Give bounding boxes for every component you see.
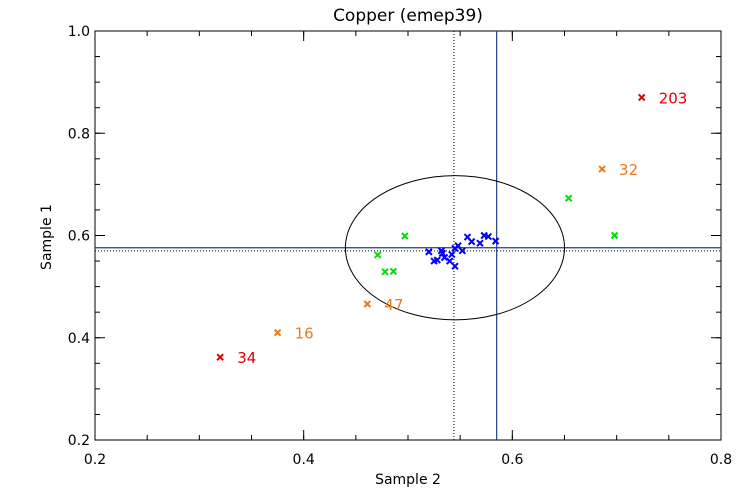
series-red: 34 203 bbox=[216, 89, 688, 367]
point-label: 16 bbox=[295, 325, 314, 343]
data-point bbox=[484, 232, 493, 241]
point-label: 32 bbox=[619, 161, 638, 179]
data-point bbox=[564, 194, 573, 202]
data-point bbox=[610, 231, 619, 240]
series-green bbox=[374, 194, 619, 276]
data-point bbox=[389, 267, 398, 275]
data-point bbox=[440, 253, 449, 262]
y-tick-label: 0.6 bbox=[68, 229, 90, 245]
point-label: 47 bbox=[384, 296, 403, 314]
x-tick-label: 0.4 bbox=[293, 452, 315, 468]
data-point bbox=[467, 237, 476, 246]
data-point bbox=[451, 262, 459, 270]
data-point bbox=[491, 237, 500, 245]
data-point bbox=[381, 268, 389, 276]
x-tick-label: 0.6 bbox=[501, 452, 523, 468]
y-tick-label: 0.8 bbox=[68, 126, 90, 142]
y-tick-label: 1.0 bbox=[68, 24, 90, 40]
data-point bbox=[216, 353, 224, 361]
chart-title: Copper (emep39) bbox=[333, 6, 483, 26]
data-point bbox=[374, 251, 382, 259]
confidence-ellipse bbox=[344, 175, 566, 321]
data-point bbox=[438, 249, 447, 258]
point-label: 34 bbox=[237, 349, 256, 367]
data-point bbox=[401, 232, 409, 240]
series-orange: 16 47 32 bbox=[273, 161, 638, 343]
data-point bbox=[458, 247, 466, 255]
data-point bbox=[476, 239, 484, 247]
x-tick-label: 0.2 bbox=[84, 452, 106, 468]
data-point bbox=[363, 300, 372, 308]
y-tick-label: 0.2 bbox=[68, 433, 90, 449]
point-label: 203 bbox=[659, 89, 688, 107]
data-point bbox=[425, 248, 433, 256]
plot-frame bbox=[94, 30, 722, 441]
data-point bbox=[273, 328, 282, 337]
y-axis-label: Sample 1 bbox=[39, 204, 55, 270]
data-point bbox=[598, 165, 606, 173]
y-tick-label: 0.4 bbox=[68, 331, 90, 347]
x-tick-label: 0.8 bbox=[710, 452, 732, 468]
data-point bbox=[433, 256, 441, 264]
data-point bbox=[637, 93, 646, 102]
data-point bbox=[448, 250, 456, 259]
x-axis-label: Sample 2 bbox=[375, 472, 441, 488]
series-blue bbox=[425, 231, 500, 270]
data-point bbox=[446, 257, 454, 265]
